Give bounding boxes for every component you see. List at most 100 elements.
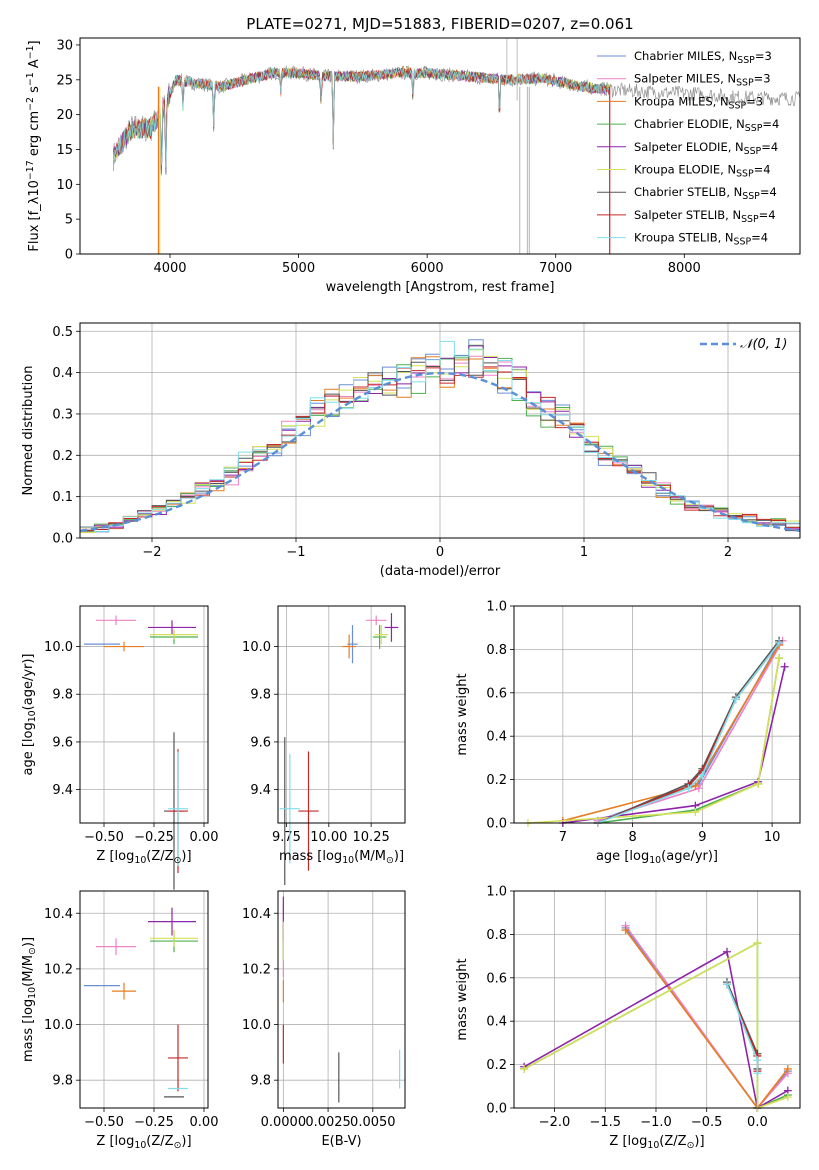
errorbar-kroupa-stelib [279,753,301,864]
series-line [597,642,780,824]
y-tick-label: 10.4 [44,907,73,922]
y-tick-label: 10.4 [242,907,271,922]
x-tick-label: 0.0000 [261,1115,307,1130]
x-axis-label: mass [log10​(M/M⊙​)] [279,849,404,866]
errorbar-kroupa-elodie [150,629,198,640]
errorbar-salpeter-elodie [384,613,399,642]
x-tick-label: −2 [142,545,161,560]
grid-lines [80,891,208,1108]
y-axis-label: mass weight [455,958,470,1040]
x-tick-label: 0.0 [747,1115,768,1130]
normal-curve [79,371,801,532]
y-tick-label: 15 [56,143,73,158]
point-marker [722,980,731,989]
point-marker [783,1064,792,1073]
x-tick-label: 0.0050 [350,1115,396,1130]
grid-lines [278,891,405,1108]
x-axis-label: (data-model)/error [380,564,501,579]
errorbar-salpeter-elodie [148,907,196,936]
x-tick-label: 7 [559,830,567,845]
y-tick-label: 1.0 [486,600,507,615]
y-tick-label: 0.6 [486,971,507,986]
y-tick-label: 9.8 [250,1074,271,1089]
plot-area [84,615,198,890]
x-axis-label: E(B-V) [321,1134,361,1149]
histogram-step-kroupa-stelib [79,340,800,538]
mass-vs-EBV-panel: 0.0000 0.0025 0.0050 9.8 10.0 10.2 10.4 E(B-V) [242,890,406,1149]
y-tick-label: 10 [56,178,73,193]
x-tick-label: −1 [286,545,305,560]
point-marker [691,782,700,791]
x-tick-label: 4000 [153,261,186,276]
y-tick-label: 0.2 [52,449,73,464]
point-marker [783,1093,792,1102]
errorbar-chabrier-elodie [372,625,387,649]
age-vs-mass-panel: 9.75 10.00 10.25 9.4 9.6 9.8 10.0 mass [log10​(… [242,605,406,885]
series-line [523,941,789,1110]
legend: 𝒩(0, 1) [700,337,787,352]
y-tick-label: 9.4 [52,783,73,798]
x-axis-label: age [log10​(age/yr)] [596,849,718,866]
y-tick-label: 9.8 [250,688,271,703]
y-tick-label: 9.6 [52,735,73,750]
x-axis-label: Z [log10​(Z/Z⊙​)] [96,1134,191,1151]
errorbar-salpeter-miles [366,615,387,626]
point-marker [775,638,784,647]
plot-area [279,613,399,885]
x-tick-label: 10.00 [310,830,347,845]
series-line [562,666,786,824]
point-marker [520,1064,529,1073]
axes-frame [513,605,801,824]
x-tick-label: −0.25 [134,830,174,845]
series-line [597,642,780,822]
series-salpeter-stelib [593,638,784,827]
spectrum-panel: 4000 5000 6000 7000 8000 0 5 10 15 20 25 30 waveleng… [25,37,801,295]
errorbar-salpeter-stelib [298,751,319,871]
mass-vs-Z-panel: −0.50 −0.25 0.00 9.8 10.0 10.2 10.4 Z [log10​(Z… [21,890,219,1151]
massweight-vs-Z-panel: −2.0 −1.5 −1.0 −0.5 0.0 0.0 0.2 0.4 0.6 0.8 1.0 Z [… [455,885,801,1151]
y-axis-label: Normed distribution [21,366,36,496]
errorbar-kroupa-miles [104,641,144,652]
point-marker [698,771,707,780]
series-line [597,657,780,824]
series-chabrier-elodie [593,654,784,827]
y-tick-label: 0.8 [486,928,507,943]
y-axis-label: age [log10​(age/yr)] [21,653,38,775]
point-marker [731,695,740,704]
legend-label: Kroupa MILES, NSSP​=3 [634,94,763,111]
legend-label: Salpeter MILES, NSSP​=3 [634,72,771,89]
series-line [597,640,784,822]
y-tick-label: 0.1 [52,490,73,505]
legend-label: Chabrier ELODIE, NSSP​=4 [634,117,779,134]
massweight-vs-age-panel: 7 8 9 10 0.0 0.2 0.4 0.6 0.8 1.0 age [log10​(age/y… [455,600,801,866]
legend-label: Kroupa STELIB, NSSP​=4 [634,231,768,248]
y-tick-label: 0.0 [52,532,73,547]
axes-frame [277,890,406,1109]
grid-lines [80,606,208,823]
point-marker [621,926,630,935]
series-kroupa-stelib [722,980,762,1078]
x-tick-label: 0 [436,545,444,560]
grid-lines [278,606,405,823]
y-tick-label: 0.6 [486,686,507,701]
point-marker [754,779,763,788]
legend-label: Salpeter STELIB, NSSP​=4 [634,208,776,225]
x-tick-label: −2.0 [539,1115,571,1130]
plot-area [282,896,401,1103]
x-tick-label: −0.5 [691,1115,723,1130]
x-tick-label: 0.00 [190,1115,219,1130]
plot-area [79,339,801,538]
y-tick-label: 9.4 [250,783,271,798]
x-axis-label: Z [log10​(Z/Z⊙​)] [96,849,191,866]
y-tick-label: 0 [65,248,73,263]
axes-frame [79,37,801,255]
x-tick-label: −0.25 [134,1115,174,1130]
axes-frame [79,605,209,824]
x-tick-label: 0.0025 [305,1115,351,1130]
y-tick-label: 10.2 [44,962,73,977]
figure-title: PLATE=0271, MJD=51883, FIBERID=0207, z=0… [246,15,633,33]
point-marker [775,654,784,663]
x-tick-label: 0.00 [190,830,219,845]
y-tick-label: 10.0 [44,1018,73,1033]
axes-frame [513,890,801,1109]
